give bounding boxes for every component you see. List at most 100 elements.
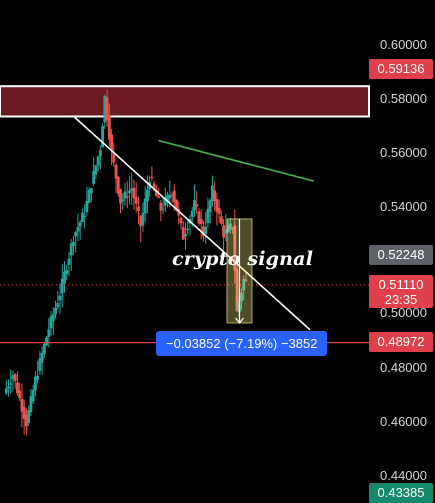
low-price-tag: 0.43385 (369, 483, 433, 503)
candle-body (54, 307, 57, 315)
candle-body (128, 190, 131, 194)
green-trendline (158, 139, 314, 182)
candle-body (146, 189, 149, 202)
candle-body (121, 199, 125, 202)
candle-body (172, 190, 176, 203)
y-tick-label: 0.60000 (380, 37, 427, 52)
candle-body (170, 194, 174, 196)
candle-body (92, 170, 96, 184)
candle-body (25, 414, 28, 427)
candle-body (143, 198, 147, 214)
candle-body (181, 227, 185, 240)
candle-body (22, 406, 26, 419)
candle-body (242, 278, 246, 291)
candle-body (119, 189, 122, 204)
candle-body (150, 177, 154, 179)
candle-body (130, 188, 134, 191)
y-tick-label: 0.46000 (380, 414, 427, 429)
chart-caption: crypto signal (172, 248, 314, 270)
candle-body (9, 383, 13, 385)
y-tick-label: 0.50000 (380, 305, 427, 320)
candle-body (206, 209, 210, 223)
candle-body (67, 258, 71, 265)
candle-body (233, 225, 237, 271)
candle-body (184, 234, 187, 237)
candle-body (228, 223, 232, 230)
candle-body (18, 390, 22, 398)
candle-body (244, 279, 248, 281)
price-range-measure-label[interactable]: −0.03852 (−7.19%) −3852 (156, 331, 328, 356)
candle-body (168, 195, 172, 199)
candle-body (105, 97, 109, 120)
candle-body (96, 156, 100, 166)
candle-body (116, 177, 120, 194)
candle-body (134, 197, 138, 204)
candle-body (78, 222, 82, 227)
candle-body (56, 303, 60, 308)
candle-body (4, 388, 8, 394)
candle-body (190, 210, 194, 218)
resistance-zone (0, 85, 370, 118)
candle-body (74, 232, 78, 237)
candle-body (199, 218, 203, 224)
candle-body (157, 196, 161, 199)
candle-body (81, 212, 84, 222)
candle-body (94, 165, 98, 175)
candle-body (49, 316, 53, 329)
candle-body (125, 195, 129, 198)
candle-body (85, 200, 89, 213)
candle-body (114, 164, 118, 179)
candle-body (222, 225, 225, 238)
candle-body (58, 295, 62, 301)
candle-body (219, 216, 223, 224)
candle-body (240, 292, 243, 302)
candle-body (38, 358, 42, 372)
candle-body (60, 278, 64, 294)
candle-body (193, 199, 196, 211)
candle-body (217, 207, 221, 214)
y-tick-label: 0.58000 (380, 91, 427, 106)
candle-body (87, 189, 91, 203)
candle-body (47, 329, 51, 337)
candle-body (110, 134, 113, 151)
candle-body (179, 218, 183, 223)
bar-countdown-timer: 23:35 (384, 292, 418, 307)
candle-body (72, 241, 75, 246)
candle-body (107, 115, 111, 140)
candle-body (152, 183, 156, 189)
candle-body (11, 375, 15, 380)
candle-body (112, 152, 116, 163)
candle-body (51, 314, 55, 322)
candle-body (210, 185, 214, 202)
candle-body (33, 376, 37, 391)
candle-body (27, 410, 31, 423)
candle-body (204, 226, 208, 234)
support-price-tag: 0.48972 (369, 332, 433, 352)
candle-body (175, 199, 178, 211)
candle-body (235, 268, 239, 311)
candle-body (137, 206, 140, 211)
candle-body (141, 212, 145, 226)
candle-body (83, 215, 87, 218)
y-tick-label: 0.44000 (380, 468, 427, 483)
candle-body (98, 150, 102, 157)
candle-body (13, 374, 17, 381)
candle-body (89, 188, 93, 194)
crosshair-price-tag: 0.52248 (369, 245, 433, 265)
candle-body (154, 190, 158, 197)
candle-body (20, 398, 24, 412)
candle-body (132, 187, 136, 199)
descending-trendline (73, 115, 311, 331)
resistance-price-tag: 0.59136 (369, 59, 433, 79)
y-tick-label: 0.48000 (380, 360, 427, 375)
candle-body (65, 270, 69, 275)
candle-body (224, 229, 228, 234)
candle-body (29, 396, 33, 413)
candle-body (231, 227, 234, 229)
last-price-value: 0.51110 (378, 277, 424, 292)
candle-body (208, 200, 212, 213)
candle-body (69, 243, 73, 256)
y-tick-label: 0.56000 (380, 145, 427, 160)
